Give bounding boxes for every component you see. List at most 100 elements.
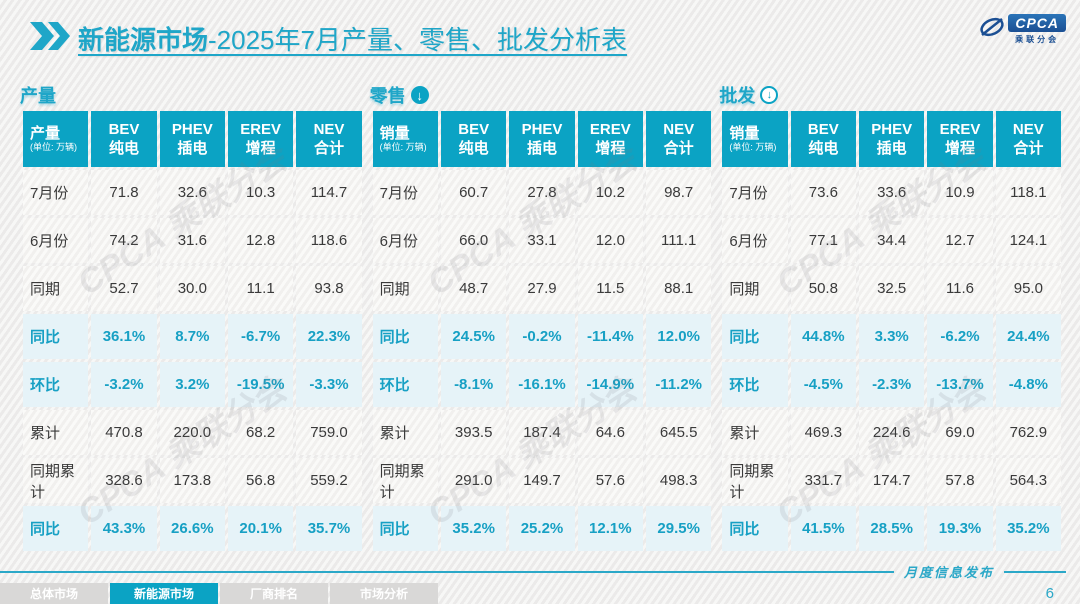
first-column-title: 销量 <box>729 125 760 142</box>
page-number: 6 <box>1045 585 1054 602</box>
cell-value: 74.2 <box>91 218 157 263</box>
cell-value: 564.3 <box>995 458 1062 503</box>
cell-value: 118.1 <box>995 170 1062 215</box>
cell-value: 50.8 <box>790 266 856 311</box>
column-header-erev: EREV 增程 <box>577 111 643 167</box>
table-row: 同期 50.8 32.5 11.6 95.0 <box>722 266 1062 311</box>
cpca-logo-subtext: 乘联分会 <box>1015 35 1060 44</box>
row-label: 环比 <box>23 362 89 407</box>
cell-value: 28.5% <box>859 506 925 551</box>
cell-value: 34.4 <box>859 218 925 263</box>
cell-value: 35.2% <box>441 506 507 551</box>
unit-label: (单位: 万辆) <box>729 142 777 152</box>
cell-value: 35.7% <box>296 506 362 551</box>
cell-value: -6.7% <box>227 314 294 359</box>
cell-value: 73.6 <box>790 170 856 215</box>
wholesale-data-table: 销量 (单位: 万辆) BEV 纯电 PHEV 插电 EREV 增程 NEV 合计 7月份 73… <box>719 108 1064 554</box>
table-row: 7月份 60.7 27.8 10.2 98.7 <box>372 170 712 215</box>
cell-value: 12.7 <box>927 218 993 263</box>
tab-新能源市场[interactable]: 新能源市场 <box>110 583 218 604</box>
wholesale-table: 批发 ↓ CPCA 乘联分会 CPCA 乘联分会 销量 (单位: 万辆) BEV… <box>719 84 1064 554</box>
cell-value: 10.3 <box>227 170 294 215</box>
tab-总体市场[interactable]: 总体市场 <box>0 583 108 604</box>
cell-value: 66.0 <box>441 218 507 263</box>
row-label: 同期累计 <box>722 458 788 503</box>
cell-value: 27.9 <box>509 266 575 311</box>
cell-value: -2.3% <box>859 362 925 407</box>
cell-value: 12.8 <box>227 218 294 263</box>
row-label: 7月份 <box>372 170 438 215</box>
row-label: 同期累计 <box>23 458 89 503</box>
cell-value: 44.8% <box>790 314 856 359</box>
unit-label: (单位: 万辆) <box>379 142 427 152</box>
cell-value: 98.7 <box>645 170 712 215</box>
cell-value: 27.8 <box>509 170 575 215</box>
cell-value: 36.1% <box>91 314 157 359</box>
row-label: 同比 <box>372 314 438 359</box>
cell-value: 762.9 <box>995 410 1062 455</box>
row-label: 同比 <box>722 506 788 551</box>
page-title-rest: -2025年7月产量、零售、批发分析表 <box>208 25 627 55</box>
table-label-text: 产量 <box>20 86 56 106</box>
footer-rule-left <box>0 570 894 573</box>
down-arrow-icon: ↓ <box>410 86 429 104</box>
cpca-swoosh-icon <box>979 16 1005 45</box>
cell-value: -19.5% <box>227 362 294 407</box>
cell-value: 149.7 <box>509 458 575 503</box>
bottom-tab-bar: 总体市场 新能源市场 厂商排名 市场分析 <box>0 583 438 604</box>
cell-value: 331.7 <box>790 458 856 503</box>
cell-value: -6.2% <box>927 314 993 359</box>
cell-value: 57.8 <box>927 458 993 503</box>
table-row: 7月份 73.6 33.6 10.9 118.1 <box>722 170 1062 215</box>
cell-value: 759.0 <box>296 410 362 455</box>
cell-value: 10.9 <box>927 170 993 215</box>
cell-value: 95.0 <box>995 266 1062 311</box>
cell-value: 8.7% <box>159 314 225 359</box>
cell-value: 11.6 <box>927 266 993 311</box>
tab-厂商排名[interactable]: 厂商排名 <box>220 583 328 604</box>
cell-value: -3.2% <box>91 362 157 407</box>
tab-市场分析[interactable]: 市场分析 <box>330 583 438 604</box>
table-row: 同比 24.5% -0.2% -11.4% 12.0% <box>372 314 712 359</box>
cell-value: 56.8 <box>227 458 294 503</box>
cell-value: 31.6 <box>159 218 225 263</box>
row-label: 环比 <box>722 362 788 407</box>
table-row: 同比 36.1% 8.7% -6.7% 22.3% <box>23 314 362 359</box>
footer-rule-right <box>1004 570 1066 573</box>
row-label: 同比 <box>23 314 89 359</box>
cell-value: 48.7 <box>441 266 507 311</box>
table-row: 6月份 66.0 33.1 12.0 111.1 <box>372 218 712 263</box>
retail-data-table: 销量 (单位: 万辆) BEV 纯电 PHEV 插电 EREV 增程 NEV 合计 7月份 60… <box>370 108 715 554</box>
cell-value: -11.2% <box>645 362 712 407</box>
cell-value: 174.7 <box>859 458 925 503</box>
cell-value: -13.7% <box>927 362 993 407</box>
row-label: 累计 <box>722 410 788 455</box>
column-header-erev: EREV 增程 <box>927 111 993 167</box>
cell-value: 328.6 <box>91 458 157 503</box>
cell-value: 26.6% <box>159 506 225 551</box>
page-title-bold: 新能源市场 <box>78 25 209 55</box>
cell-value: -3.3% <box>296 362 362 407</box>
first-column-title: 产量 <box>30 125 61 142</box>
column-header-nev: NEV 合计 <box>296 111 362 167</box>
cell-value: 393.5 <box>441 410 507 455</box>
footer-rule: 月度信息发布 <box>0 562 1066 581</box>
table-row: 同比 41.5% 28.5% 19.3% 35.2% <box>722 506 1062 551</box>
row-label: 7月份 <box>722 170 788 215</box>
cell-value: 32.6 <box>159 170 225 215</box>
cell-value: -0.2% <box>509 314 575 359</box>
table-row: 同比 43.3% 26.6% 20.1% 35.7% <box>23 506 362 551</box>
cell-value: 22.3% <box>296 314 362 359</box>
page-header: 新能源市场-2025年7月产量、零售、批发分析表 <box>28 20 627 57</box>
down-arrow-icon: ↓ <box>760 86 779 104</box>
row-label: 累计 <box>23 410 89 455</box>
cell-value: 71.8 <box>91 170 157 215</box>
cpca-logo: CPCA 乘联分会 <box>979 14 1066 45</box>
double-chevron-icon <box>28 22 70 55</box>
cell-value: 88.1 <box>645 266 712 311</box>
row-label: 同比 <box>23 506 89 551</box>
cell-value: 52.7 <box>91 266 157 311</box>
cell-value: -16.1% <box>509 362 575 407</box>
column-header-phev: PHEV 插电 <box>509 111 575 167</box>
